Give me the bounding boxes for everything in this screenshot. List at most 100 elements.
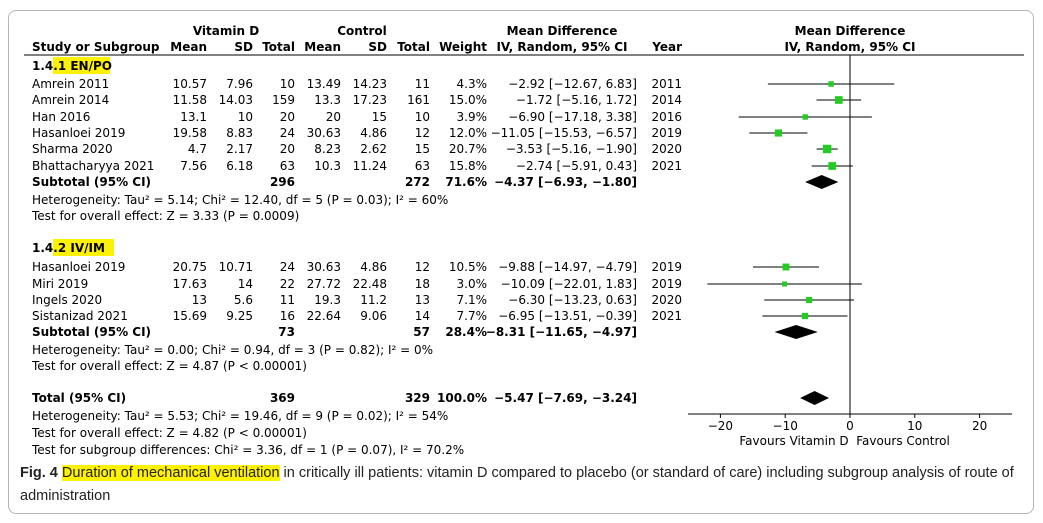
plot-method: IV, Random, 95% CI [784, 40, 915, 54]
study-name: Hasanloei 2019 [32, 260, 125, 274]
col-c-total: Total [397, 40, 430, 54]
vd-sd: 6.18 [226, 159, 253, 173]
c-total: 11 [415, 77, 430, 91]
x-tick-label: 20 [972, 419, 987, 433]
md-title: Mean Difference [507, 24, 618, 38]
c-mean: 19.3 [314, 293, 341, 307]
md-ci: −2.74 [−5.91, 0.43] [516, 159, 637, 173]
caption-text: in critically ill patients: vitamin D co… [20, 465, 1014, 504]
x-tick-label: 0 [846, 419, 854, 433]
study-name: Miri 2019 [32, 277, 88, 291]
vd-sd: 7.96 [226, 77, 253, 91]
c-total: 14 [415, 309, 430, 323]
group2-header: Control [337, 24, 387, 38]
study-name: Ingels 2020 [32, 293, 102, 307]
total-weight: 100.0% [437, 391, 487, 405]
overall-effect-text: Test for overall effect: Z = 4.82 (P < 0… [31, 426, 307, 440]
weight: 4.3% [457, 77, 488, 91]
table-row: Ingels 2020 13 5.6 11 19.3 11.2 13 7.1% … [32, 293, 682, 307]
table-row: Hasanloei 2019 19.58 8.83 24 30.63 4.86 … [32, 126, 682, 140]
study-marker [835, 96, 843, 104]
vd-total: 11 [280, 293, 295, 307]
col-weight: Weight [439, 40, 487, 54]
vd-total: 22 [280, 277, 295, 291]
favours-right-label: Favours Control [856, 434, 950, 448]
weight: 10.5% [449, 260, 487, 274]
md-ci: −6.30 [−13.23, 0.63] [508, 293, 637, 307]
study-name: Bhattacharyya 2021 [32, 159, 154, 173]
vd-mean: 20.75 [173, 260, 207, 274]
vd-sd: 10.71 [219, 260, 253, 274]
c-sd: 4.86 [360, 260, 387, 274]
col-vd-mean: Mean [170, 40, 207, 54]
c-mean: 20 [326, 110, 341, 124]
subtotal-c-total: 272 [405, 175, 430, 189]
group1-header: Vitamin D [193, 24, 259, 38]
study-name: Sharma 2020 [32, 142, 113, 156]
c-total: 18 [415, 277, 430, 291]
vd-sd: 14.03 [219, 93, 253, 107]
c-mean: 30.63 [307, 126, 341, 140]
weight: 15.8% [449, 159, 487, 173]
vd-mean: 10.57 [173, 77, 207, 91]
c-sd: 17.23 [353, 93, 387, 107]
study-marker [822, 144, 832, 154]
heterogeneity-text: Heterogeneity: Tau² = 0.00; Chi² = 0.94,… [32, 343, 433, 357]
year: 2019 [651, 126, 682, 140]
vd-total: 24 [280, 126, 295, 140]
x-tick-label: −10 [773, 419, 798, 433]
vd-mean: 19.58 [173, 126, 207, 140]
subtotal-label: Subtotal (95% CI) [32, 175, 151, 189]
col-study-header: Study or Subgroup [32, 40, 160, 54]
subtotal-row: Subtotal (95% CI) 73 57 28.4% −8.31 [−11… [32, 325, 637, 339]
weight: 3.0% [457, 277, 488, 291]
c-sd: 14.23 [353, 77, 387, 91]
subtotal-ci: −8.31 [−11.65, −4.97] [486, 325, 637, 339]
vd-mean: 13 [192, 293, 207, 307]
x-tick-label: −20 [708, 419, 733, 433]
c-total: 63 [415, 159, 430, 173]
figure-frame [8, 10, 1034, 514]
c-mean: 30.63 [307, 260, 341, 274]
vd-sd: 5.6 [234, 293, 253, 307]
year: 2019 [651, 260, 682, 274]
vd-total: 10 [280, 77, 295, 91]
total-label: Total (95% CI) [32, 391, 126, 405]
weight: 20.7% [449, 142, 487, 156]
c-sd: 11.2 [360, 293, 387, 307]
c-sd: 2.62 [360, 142, 387, 156]
table-row: Amrein 2011 10.57 7.96 10 13.49 14.23 11… [32, 77, 682, 91]
table-row: Sharma 2020 4.7 2.17 20 8.23 2.62 15 20.… [32, 142, 682, 156]
weight: 15.0% [449, 93, 487, 107]
study-name: Amrein 2014 [32, 93, 109, 107]
c-mean: 8.23 [314, 142, 341, 156]
subtotal-weight: 71.6% [445, 175, 487, 189]
vd-mean: 11.58 [173, 93, 207, 107]
md-ci: −10.09 [−22.01, 1.83] [501, 277, 637, 291]
vd-sd: 10 [238, 110, 253, 124]
study-marker [801, 312, 809, 320]
study-marker [802, 114, 808, 120]
study-marker [782, 281, 788, 287]
heterogeneity-text: Heterogeneity: Tau² = 5.14; Chi² = 12.40… [32, 193, 448, 207]
c-sd: 11.24 [353, 159, 387, 173]
subgroup1-highlight [53, 57, 110, 74]
vd-mean: 17.63 [173, 277, 207, 291]
x-tick-label: 10 [907, 419, 922, 433]
study-marker [806, 296, 813, 304]
md-ci: −9.88 [−14.97, −4.79] [498, 260, 637, 274]
md-method: IV, Random, 95% CI [496, 40, 627, 54]
overall-effect-text: Test for overall effect: Z = 4.87 (P < 0… [31, 359, 307, 373]
plot-title: Mean Difference [795, 24, 906, 38]
col-year: Year [651, 40, 682, 54]
subtotal-c-total: 57 [413, 325, 430, 339]
caption-highlight: Duration of mechanical ventilation [61, 465, 280, 481]
vd-mean: 15.69 [173, 309, 207, 323]
table-row: Miri 2019 17.63 14 22 27.72 22.48 18 3.0… [32, 277, 682, 291]
favours-left-label: Favours Vitamin D [739, 434, 848, 448]
c-mean: 22.64 [307, 309, 341, 323]
col-c-mean: Mean [304, 40, 341, 54]
year: 2021 [651, 309, 682, 323]
vd-total: 20 [280, 110, 295, 124]
c-sd: 9.06 [360, 309, 387, 323]
